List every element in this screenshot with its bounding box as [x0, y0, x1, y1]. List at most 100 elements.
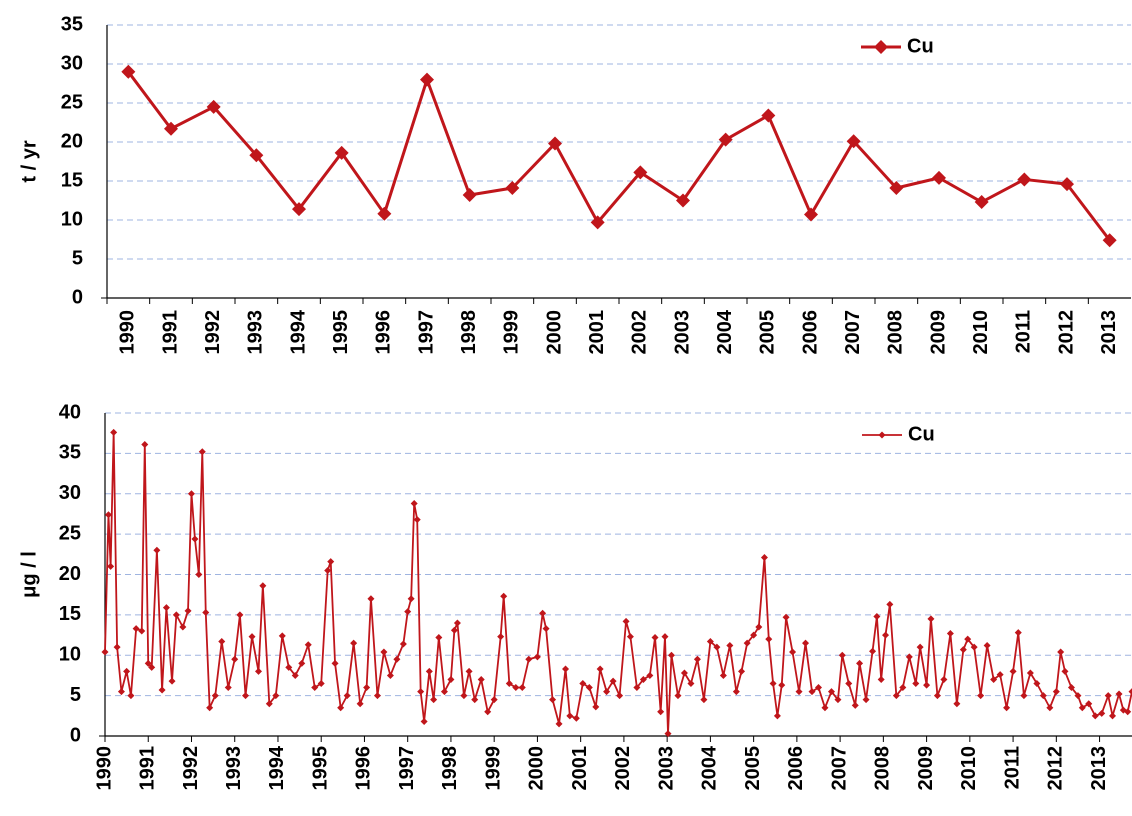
- marker: [808, 688, 816, 696]
- marker: [334, 145, 349, 160]
- marker: [983, 642, 991, 650]
- marker: [164, 121, 178, 136]
- marker: [249, 148, 264, 163]
- marker: [1003, 704, 1011, 712]
- marker: [572, 714, 580, 722]
- y-tick-label: 25: [59, 522, 81, 544]
- marker: [542, 625, 550, 633]
- marker: [533, 653, 541, 661]
- marker: [555, 720, 563, 728]
- x-tick-label: 1998: [439, 746, 461, 791]
- marker: [324, 566, 332, 574]
- marker: [211, 692, 219, 700]
- marker: [465, 667, 473, 675]
- marker: [417, 688, 425, 696]
- marker: [834, 696, 842, 704]
- x-tick-label: 1991: [137, 746, 159, 791]
- legend-label: Cu: [907, 35, 934, 57]
- marker: [410, 499, 418, 507]
- x-tick-label: 1992: [180, 746, 202, 791]
- marker: [113, 643, 121, 651]
- marker: [916, 643, 924, 651]
- marker: [1039, 692, 1047, 700]
- marker: [804, 207, 818, 222]
- x-tick-label: 2009: [915, 746, 937, 791]
- y-tick-label: 30: [61, 52, 83, 74]
- marker: [743, 639, 751, 647]
- x-tick-label: 1995: [330, 310, 352, 355]
- marker: [912, 680, 920, 688]
- marker: [657, 708, 665, 716]
- marker: [755, 623, 763, 631]
- x-tick-label: 2006: [799, 310, 821, 355]
- marker: [144, 659, 152, 667]
- marker: [110, 428, 118, 436]
- marker: [1033, 680, 1041, 688]
- marker: [104, 511, 112, 519]
- marker: [1104, 692, 1112, 700]
- x-tick-label: 2002: [629, 310, 651, 355]
- x-tick-label: 1996: [353, 746, 375, 791]
- marker: [726, 642, 734, 650]
- marker: [117, 688, 125, 696]
- marker: [435, 633, 443, 641]
- marker: [718, 132, 733, 147]
- marker: [996, 671, 1004, 679]
- marker: [667, 651, 675, 659]
- x-tick-label: 1998: [458, 310, 480, 355]
- marker: [278, 632, 286, 640]
- x-tick-label: 1995: [309, 746, 331, 791]
- marker: [298, 659, 306, 667]
- marker: [158, 686, 166, 694]
- marker: [327, 558, 335, 566]
- marker: [932, 170, 946, 185]
- x-tick-label: 2012: [1055, 310, 1077, 355]
- marker: [1078, 704, 1086, 712]
- x-tick-label: 1997: [415, 310, 437, 355]
- marker: [933, 692, 941, 700]
- marker: [202, 608, 210, 616]
- marker: [440, 688, 448, 696]
- marker: [827, 688, 835, 696]
- marker: [579, 680, 587, 688]
- marker: [886, 600, 894, 608]
- marker: [153, 546, 161, 554]
- x-tick-label: 2008: [872, 746, 894, 791]
- marker: [851, 701, 859, 709]
- marker: [198, 448, 206, 456]
- marker: [425, 667, 433, 675]
- legend-marker: [874, 40, 888, 54]
- x-tick-label: 1996: [373, 310, 395, 355]
- x-tick-label: 1999: [501, 310, 523, 355]
- marker: [549, 696, 557, 704]
- marker: [477, 675, 485, 683]
- marker: [802, 639, 810, 647]
- marker: [814, 684, 822, 692]
- marker: [1128, 688, 1132, 696]
- marker: [761, 108, 776, 123]
- marker: [518, 684, 526, 692]
- x-tick-label: 2013: [1098, 310, 1120, 355]
- marker: [107, 562, 115, 570]
- x-tick-label: 1997: [396, 746, 418, 791]
- marker: [500, 592, 508, 600]
- marker: [191, 535, 199, 543]
- marker: [706, 638, 714, 646]
- marker: [639, 675, 647, 683]
- marker: [363, 684, 371, 692]
- marker: [236, 611, 244, 619]
- x-tick-label: 2011: [1001, 746, 1023, 789]
- marker: [1014, 629, 1022, 637]
- marker: [413, 516, 421, 524]
- marker: [331, 659, 339, 667]
- x-tick-label: 1992: [202, 310, 224, 355]
- x-tick-label: 1990: [93, 746, 115, 791]
- marker: [195, 571, 203, 578]
- marker: [123, 667, 131, 675]
- marker: [206, 99, 221, 114]
- y-tick-label: 5: [70, 684, 81, 706]
- y-tick-label: 0: [70, 724, 81, 746]
- marker: [687, 680, 695, 688]
- marker: [404, 608, 412, 616]
- marker: [789, 648, 797, 656]
